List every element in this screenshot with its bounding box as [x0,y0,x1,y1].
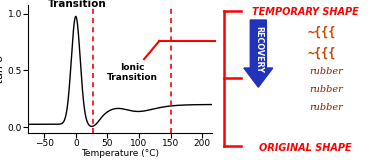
Text: TEMPORARY SHAPE: TEMPORARY SHAPE [253,7,359,17]
Text: ORIGINAL SHAPE: ORIGINAL SHAPE [259,143,352,153]
Text: Glass
Transition: Glass Transition [48,0,106,9]
Text: ~{{{: ~{{{ [308,46,336,59]
X-axis label: Temperature (°C): Temperature (°C) [81,149,159,158]
Text: ~{{{: ~{{{ [308,25,336,39]
Text: rubber: rubber [310,103,344,112]
Text: rubber: rubber [310,85,344,94]
Text: Ionic
Transition: Ionic Transition [107,63,158,82]
Text: RECOVERY: RECOVERY [254,26,263,73]
Text: rubber: rubber [310,68,344,76]
Y-axis label: tan δ: tan δ [0,55,5,83]
FancyArrow shape [244,20,273,87]
